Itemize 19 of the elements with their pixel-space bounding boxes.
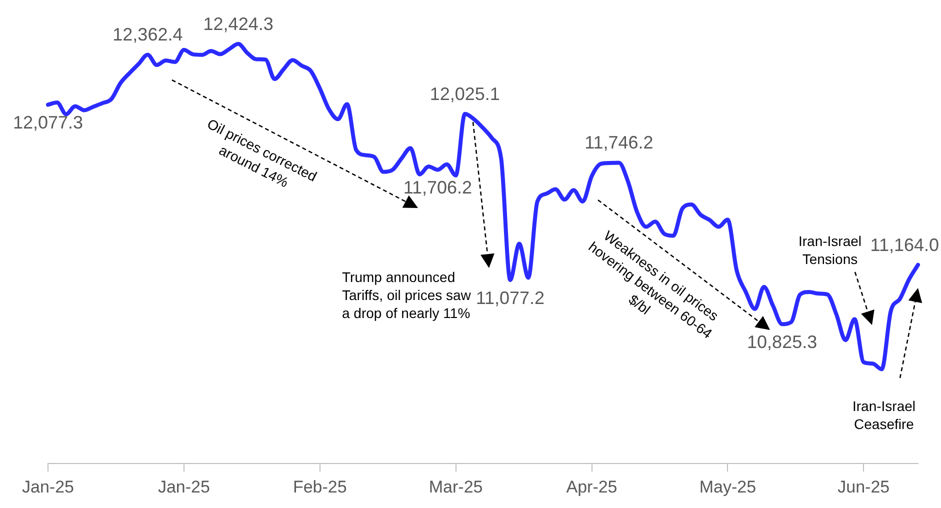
data-label: 11,746.2 bbox=[584, 132, 654, 153]
x-tick-label: Feb-25 bbox=[292, 477, 347, 496]
data-label: 12,362.4 bbox=[112, 24, 183, 45]
x-tick-label: Jan-25 bbox=[22, 477, 74, 496]
annotation: Trump announced Tariffs, oil prices saw a drop of nearly 11% bbox=[342, 269, 471, 321]
x-tick-label: Jan-25 bbox=[158, 477, 210, 496]
x-tick-label: Mar-25 bbox=[428, 477, 483, 496]
data-label: 10,825.3 bbox=[747, 332, 818, 352]
data-label: 11,077.2 bbox=[476, 288, 545, 308]
data-label: 12,424.3 bbox=[203, 14, 274, 34]
data-label: 12,077.3 bbox=[12, 112, 84, 133]
x-tick-label: Apr-25 bbox=[566, 477, 618, 496]
x-tick-label: Jun-25 bbox=[838, 477, 890, 496]
text: Iran-Israel Ceasefire bbox=[851, 397, 917, 433]
data-label: 11,706.2 bbox=[403, 178, 472, 198]
annotation: Iran-Israel Tensions bbox=[798, 233, 862, 267]
data-label: 12,025.1 bbox=[430, 84, 500, 104]
data-label: 11,164.0 bbox=[870, 234, 939, 255]
x-tick-label: May-25 bbox=[699, 477, 756, 496]
